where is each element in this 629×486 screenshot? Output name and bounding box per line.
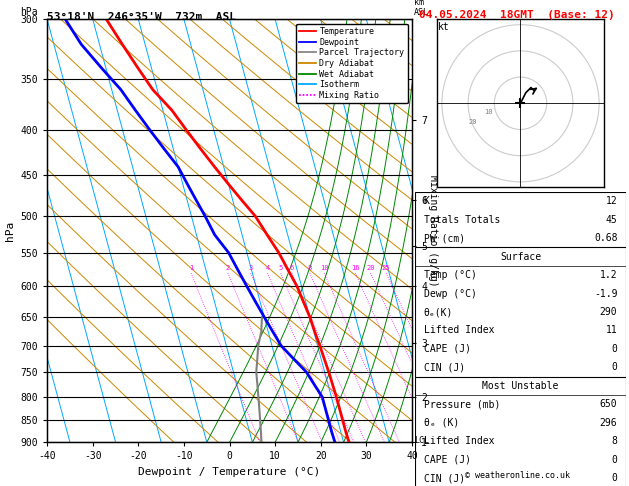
Text: Most Unstable: Most Unstable	[482, 381, 559, 391]
Text: Pressure (mb): Pressure (mb)	[423, 399, 500, 409]
Text: Totals Totals: Totals Totals	[423, 215, 500, 225]
Text: LCL: LCL	[414, 435, 429, 445]
Text: 3: 3	[248, 265, 253, 271]
Text: hPa: hPa	[20, 7, 38, 17]
Text: -1.9: -1.9	[594, 289, 618, 298]
Text: 1.2: 1.2	[600, 270, 618, 280]
Text: 12: 12	[606, 196, 618, 206]
Text: CAPE (J): CAPE (J)	[423, 455, 470, 465]
Text: 2: 2	[226, 265, 230, 271]
Text: 53°18'N  246°35'W  732m  ASL: 53°18'N 246°35'W 732m ASL	[47, 12, 236, 22]
Text: 296: 296	[600, 418, 618, 428]
Text: Temp (°C): Temp (°C)	[423, 270, 476, 280]
X-axis label: Dewpoint / Temperature (°C): Dewpoint / Temperature (°C)	[138, 467, 321, 477]
Text: K: K	[423, 196, 430, 206]
Text: CIN (J): CIN (J)	[423, 473, 465, 483]
Text: 650: 650	[600, 399, 618, 409]
Text: 04.05.2024  18GMT  (Base: 12): 04.05.2024 18GMT (Base: 12)	[419, 10, 615, 20]
Text: 20: 20	[366, 265, 375, 271]
Text: 6: 6	[290, 265, 294, 271]
Text: θₑ(K): θₑ(K)	[423, 307, 453, 317]
Text: 11: 11	[606, 326, 618, 335]
Text: θₑ (K): θₑ (K)	[423, 418, 459, 428]
Text: Dewp (°C): Dewp (°C)	[423, 289, 476, 298]
Text: 45: 45	[606, 215, 618, 225]
Text: 16: 16	[351, 265, 360, 271]
Text: CIN (J): CIN (J)	[423, 363, 465, 372]
Text: 25: 25	[382, 265, 391, 271]
Text: km
ASL: km ASL	[414, 0, 429, 17]
Text: 10: 10	[484, 109, 493, 115]
Text: 5: 5	[279, 265, 283, 271]
Text: 20: 20	[468, 119, 477, 125]
Text: 4: 4	[265, 265, 270, 271]
Text: 290: 290	[600, 307, 618, 317]
Text: 0: 0	[611, 473, 618, 483]
Text: 8: 8	[308, 265, 312, 271]
Text: 0: 0	[611, 344, 618, 354]
Y-axis label: Mixing Ratio (g/kg): Mixing Ratio (g/kg)	[428, 175, 438, 287]
Text: CAPE (J): CAPE (J)	[423, 344, 470, 354]
Text: Surface: Surface	[500, 252, 541, 261]
Text: 0: 0	[611, 363, 618, 372]
Text: 1: 1	[189, 265, 193, 271]
Y-axis label: hPa: hPa	[5, 221, 15, 241]
Text: 10: 10	[320, 265, 328, 271]
Text: © weatheronline.co.uk: © weatheronline.co.uk	[465, 471, 569, 480]
Text: Lifted Index: Lifted Index	[423, 436, 494, 446]
Legend: Temperature, Dewpoint, Parcel Trajectory, Dry Adiabat, Wet Adiabat, Isotherm, Mi: Temperature, Dewpoint, Parcel Trajectory…	[296, 24, 408, 103]
Text: Lifted Index: Lifted Index	[423, 326, 494, 335]
Text: 0.68: 0.68	[594, 233, 618, 243]
Text: PW (cm): PW (cm)	[423, 233, 465, 243]
Text: 0: 0	[611, 455, 618, 465]
Text: kt: kt	[438, 22, 450, 32]
Text: 8: 8	[611, 436, 618, 446]
